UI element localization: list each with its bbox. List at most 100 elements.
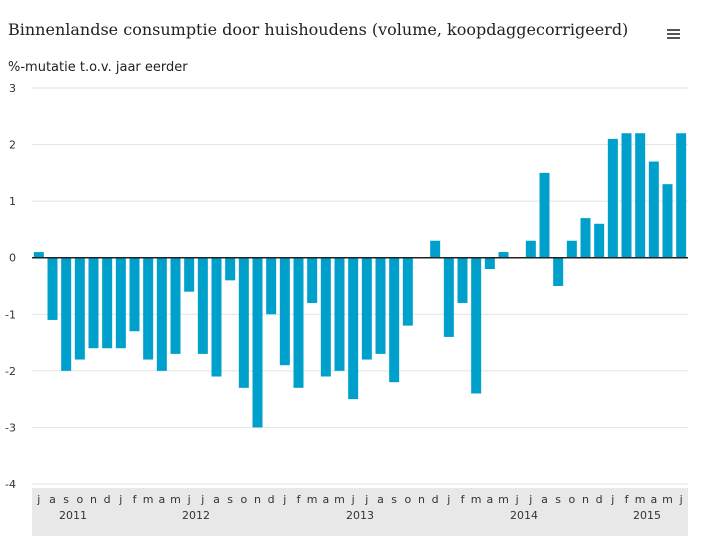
- x-tick-label: a: [541, 493, 548, 506]
- bar[interactable]: [88, 257, 99, 349]
- x-tick-label: m: [170, 493, 181, 506]
- bar[interactable]: [525, 240, 536, 258]
- y-tick-label: -4: [5, 478, 16, 491]
- bar[interactable]: [156, 257, 167, 371]
- x-tick-label: f: [133, 493, 138, 506]
- x-tick-label: s: [63, 493, 69, 506]
- bar[interactable]: [676, 133, 687, 258]
- bar[interactable]: [607, 138, 618, 258]
- bar[interactable]: [293, 257, 304, 388]
- bar[interactable]: [115, 257, 126, 349]
- y-axis-unit-label: %-mutatie t.o.v. jaar eerder: [8, 60, 188, 75]
- x-tick-label: s: [227, 493, 233, 506]
- chart-title: Binnenlandse consumptie door huishoudens…: [8, 20, 629, 39]
- bar[interactable]: [594, 223, 605, 258]
- x-year-label: 2015: [633, 509, 661, 522]
- bar[interactable]: [539, 172, 550, 258]
- x-tick-label: s: [391, 493, 397, 506]
- bar[interactable]: [457, 257, 468, 303]
- bar[interactable]: [266, 257, 277, 315]
- bar[interactable]: [553, 257, 564, 286]
- y-tick-label: 3: [9, 82, 16, 95]
- bar[interactable]: [566, 240, 577, 258]
- x-tick-label: j: [679, 493, 683, 506]
- x-year-label: 2011: [59, 509, 87, 522]
- bar[interactable]: [375, 257, 386, 354]
- x-tick-label: m: [662, 493, 673, 506]
- bar[interactable]: [129, 257, 140, 332]
- bar[interactable]: [47, 257, 58, 320]
- bar[interactable]: [361, 257, 372, 360]
- x-tick-label: j: [610, 493, 614, 506]
- x-tick-label: a: [650, 493, 657, 506]
- y-tick-label: 1: [9, 195, 16, 208]
- bar[interactable]: [74, 257, 85, 360]
- bar[interactable]: [279, 257, 290, 366]
- hamburger-menu-icon[interactable]: [665, 27, 685, 43]
- x-tick-label: n: [90, 493, 97, 506]
- bar[interactable]: [662, 184, 673, 258]
- x-tick-label: n: [418, 493, 425, 506]
- x-tick-label: d: [268, 493, 275, 506]
- y-tick-label: -2: [5, 365, 16, 378]
- bar[interactable]: [320, 257, 331, 377]
- x-tick-label: f: [297, 493, 302, 506]
- bar[interactable]: [443, 257, 454, 337]
- x-tick-label: a: [322, 493, 329, 506]
- x-tick-label: a: [377, 493, 384, 506]
- bar[interactable]: [307, 257, 318, 303]
- bar[interactable]: [211, 257, 222, 377]
- bar[interactable]: [238, 257, 249, 388]
- bar[interactable]: [252, 257, 263, 428]
- x-tick-label: m: [498, 493, 509, 506]
- bar[interactable]: [170, 257, 181, 354]
- x-tick-label: j: [351, 493, 355, 506]
- bar[interactable]: [143, 257, 154, 360]
- x-tick-label: o: [76, 493, 83, 506]
- bar[interactable]: [635, 133, 646, 258]
- x-tick-label: a: [158, 493, 165, 506]
- x-tick-label: j: [36, 493, 40, 506]
- x-tick-label: j: [364, 493, 368, 506]
- bar[interactable]: [498, 252, 509, 258]
- x-tick-label: s: [555, 493, 561, 506]
- x-tick-label: o: [404, 493, 411, 506]
- bar[interactable]: [430, 240, 441, 258]
- bar[interactable]: [225, 257, 236, 281]
- x-year-label: 2013: [346, 509, 374, 522]
- x-tick-label: a: [486, 493, 493, 506]
- bar[interactable]: [484, 257, 495, 270]
- bar[interactable]: [648, 161, 659, 258]
- bar[interactable]: [61, 257, 72, 371]
- x-tick-label: f: [461, 493, 466, 506]
- x-tick-label: n: [582, 493, 589, 506]
- bar[interactable]: [184, 257, 195, 292]
- x-tick-label: d: [432, 493, 439, 506]
- x-tick-label: m: [143, 493, 154, 506]
- x-tick-label: a: [213, 493, 220, 506]
- x-tick-label: m: [471, 493, 482, 506]
- bar[interactable]: [197, 257, 208, 354]
- bar[interactable]: [580, 218, 591, 258]
- y-tick-label: 2: [9, 139, 16, 152]
- bar[interactable]: [334, 257, 345, 371]
- x-tick-label: j: [118, 493, 122, 506]
- x-tick-label: d: [596, 493, 603, 506]
- bar[interactable]: [33, 252, 44, 258]
- x-tick-label: j: [446, 493, 450, 506]
- bar[interactable]: [471, 257, 482, 394]
- bar[interactable]: [102, 257, 113, 349]
- x-tick-label: j: [200, 493, 204, 506]
- bar[interactable]: [621, 133, 632, 258]
- x-tick-label: o: [568, 493, 575, 506]
- x-tick-label: d: [104, 493, 111, 506]
- bar[interactable]: [348, 257, 359, 400]
- x-tick-label: f: [625, 493, 630, 506]
- bar[interactable]: [402, 257, 413, 326]
- x-tick-label: m: [334, 493, 345, 506]
- x-tick-label: j: [515, 493, 519, 506]
- bar[interactable]: [389, 257, 400, 383]
- x-tick-label: n: [254, 493, 261, 506]
- x-tick-label: a: [49, 493, 56, 506]
